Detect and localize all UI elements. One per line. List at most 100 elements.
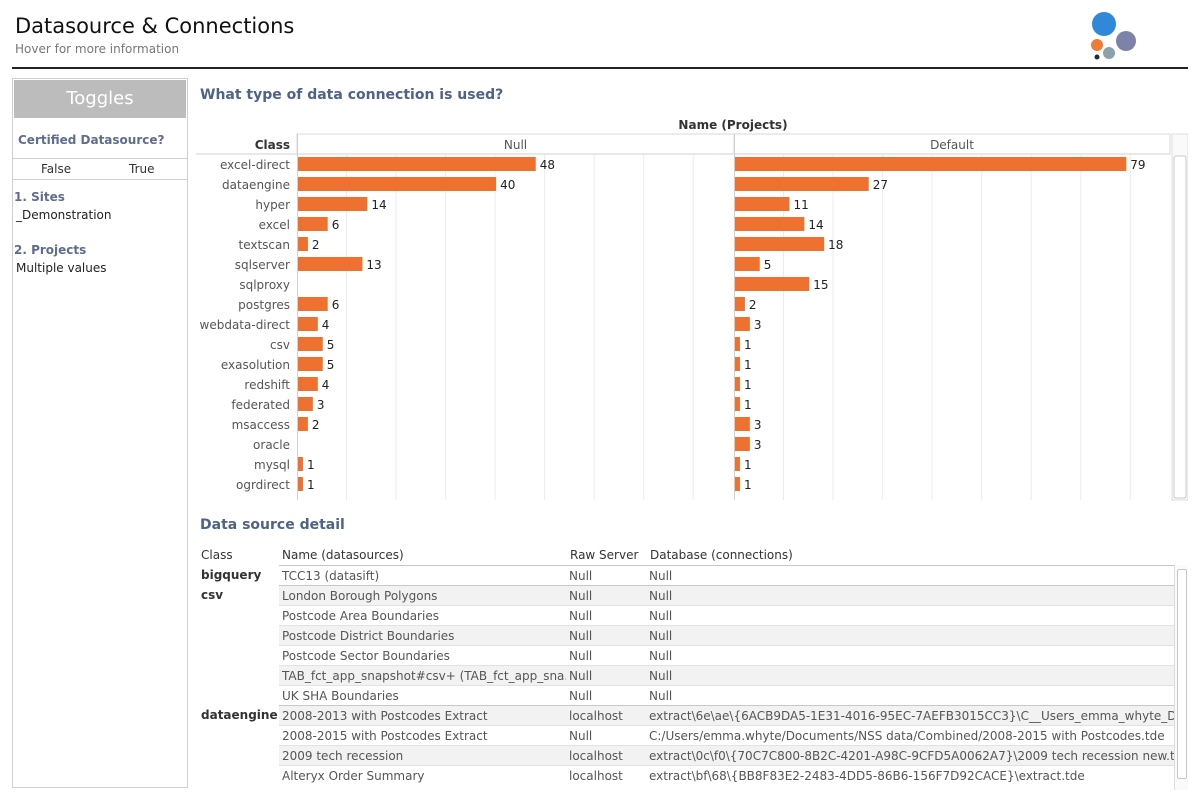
bar-default-csv[interactable]: [735, 337, 740, 351]
bar-default-federated[interactable]: [735, 397, 740, 411]
database-cell: Null: [646, 565, 1188, 585]
database-cell: Null: [646, 685, 1188, 705]
table-row[interactable]: dataengine 2008-2013 with Postcodes Extra…: [196, 705, 1188, 725]
col-header-name[interactable]: Name (datasources): [282, 548, 404, 562]
bar-default-hyper[interactable]: [735, 197, 790, 211]
bar-default-textscan[interactable]: [735, 237, 825, 251]
data-label: 1: [744, 458, 752, 472]
panel-header-label-null: Null: [504, 138, 527, 152]
table-scrollbar[interactable]: [1174, 565, 1188, 790]
table-row[interactable]: bigquery TCC13 (datasift) Null Null: [196, 565, 1188, 585]
category-label: exasolution: [221, 358, 290, 372]
bar-default-ogrdirect[interactable]: [735, 477, 740, 491]
data-label: 14: [371, 198, 386, 212]
table-row[interactable]: 2008-2015 with Postcodes Extract Null C:/U…: [196, 725, 1188, 745]
chart-scrollbar-thumb[interactable]: [1173, 155, 1187, 499]
certified-true-option[interactable]: True: [129, 162, 155, 176]
bar-null-mysql[interactable]: [298, 457, 303, 471]
filter-sidebar: Toggles Certified Datasource? False True…: [12, 78, 188, 788]
category-label: sqlproxy: [239, 278, 290, 292]
table-row[interactable]: TAB_fct_app_snapshot#csv+ (TAB_fct_app_s…: [196, 665, 1188, 685]
data-label: 2: [312, 238, 320, 252]
col-header-raw-server[interactable]: Raw Server: [570, 548, 639, 562]
database-cell: extract\0c\f0\{70C7C800-8B2C-4201-A98C-9…: [646, 745, 1188, 765]
table-scrollbar-thumb[interactable]: [1177, 569, 1187, 779]
bar-default-webdata-direct[interactable]: [735, 317, 750, 331]
bar-null-excel[interactable]: [298, 217, 328, 231]
bar-default-sqlserver[interactable]: [735, 257, 760, 271]
table-row[interactable]: Postcode District Boundaries Null Null: [196, 625, 1188, 645]
category-label: mysql: [254, 458, 290, 472]
data-label: 6: [332, 218, 340, 232]
datasource-name-cell: 2009 tech recession: [279, 745, 566, 765]
bar-default-excel-direct[interactable]: [735, 157, 1127, 171]
database-cell: Null: [646, 665, 1188, 685]
datasource-name-cell: London Borough Polygons: [279, 585, 566, 605]
table-row[interactable]: Postcode Area Boundaries Null Null: [196, 605, 1188, 625]
raw-server-cell: Null: [566, 625, 646, 645]
col-header-class[interactable]: Class: [201, 548, 233, 562]
data-label: 3: [754, 438, 762, 452]
data-label: 1: [307, 458, 315, 472]
bar-default-excel[interactable]: [735, 217, 805, 231]
data-label: 4: [322, 318, 330, 332]
bar-null-dataengine[interactable]: [298, 177, 497, 191]
panel-header-label-default: Default: [930, 138, 974, 152]
bar-default-dataengine[interactable]: [735, 177, 869, 191]
bar-null-sqlserver[interactable]: [298, 257, 363, 271]
dashboard-header: Datasource & Connections Hover for more …: [0, 0, 1200, 70]
table-row[interactable]: 2009 tech recession localhost extract\0c\f…: [196, 745, 1188, 765]
bar-default-msaccess[interactable]: [735, 417, 750, 431]
database-cell: C:/Users/emma.whyte/Documents/NSS data/C…: [646, 725, 1188, 745]
bar-null-webdata-direct[interactable]: [298, 317, 318, 331]
datasource-name-cell: 2008-2013 with Postcodes Extract: [279, 705, 566, 725]
row-header-title: Class: [255, 138, 290, 152]
table-section-title: Data source detail: [200, 517, 345, 533]
bar-null-federated[interactable]: [298, 397, 313, 411]
table-row[interactable]: Alteryx Order Summary localhost extract\bf…: [196, 765, 1188, 785]
category-label: textscan: [239, 238, 291, 252]
datasource-name-cell: Alteryx Order Summary: [279, 765, 566, 785]
database-cell: Null: [646, 625, 1188, 645]
bar-null-exasolution[interactable]: [298, 357, 323, 371]
datasource-name-cell: UK SHA Boundaries: [279, 685, 566, 705]
table-row[interactable]: UK SHA Boundaries Null Null: [196, 685, 1188, 705]
table-row[interactable]: csv London Borough Polygons Null Null: [196, 585, 1188, 605]
sites-filter-label: 1. Sites: [14, 190, 65, 204]
bar-default-exasolution[interactable]: [735, 357, 740, 371]
category-label: webdata-direct: [200, 318, 291, 332]
data-label: 48: [540, 158, 555, 172]
bar-null-hyper[interactable]: [298, 197, 368, 211]
projects-filter-value[interactable]: Multiple values: [16, 261, 107, 275]
category-label: postgres: [238, 298, 290, 312]
bar-null-textscan[interactable]: [298, 237, 308, 251]
projects-filter-label: 2. Projects: [14, 243, 87, 257]
datasource-name-cell: Postcode Sector Boundaries: [279, 645, 566, 665]
certified-false-option[interactable]: False: [41, 162, 72, 176]
toggles-button[interactable]: Toggles: [14, 80, 186, 118]
bar-null-redshift[interactable]: [298, 377, 318, 391]
column-header-title: Name (Projects): [678, 118, 787, 132]
col-header-database[interactable]: Database (connections): [650, 548, 793, 562]
header-divider: [12, 67, 1188, 69]
bar-default-oracle[interactable]: [735, 437, 750, 451]
bar-null-postgres[interactable]: [298, 297, 328, 311]
bar-default-mysql[interactable]: [735, 457, 740, 471]
bar-default-redshift[interactable]: [735, 377, 740, 391]
bar-null-excel-direct[interactable]: [298, 157, 536, 171]
bar-null-ogrdirect[interactable]: [298, 477, 303, 491]
sites-filter-value[interactable]: _Demonstration: [16, 208, 112, 222]
brand-logo-icon: [1091, 12, 1136, 60]
category-label: redshift: [244, 378, 290, 392]
table-row[interactable]: Postcode Sector Boundaries Null Null: [196, 645, 1188, 665]
data-label: 1: [307, 478, 315, 492]
bar-null-msaccess[interactable]: [298, 417, 308, 431]
bar-default-postgres[interactable]: [735, 297, 745, 311]
bar-null-csv[interactable]: [298, 337, 323, 351]
data-label: 2: [312, 418, 320, 432]
bar-default-sqlproxy[interactable]: [735, 277, 810, 291]
raw-server-cell: localhost: [566, 765, 646, 785]
raw-server-cell: Null: [566, 585, 646, 605]
data-label: 1: [744, 398, 752, 412]
database-cell: extract\bf\68\{BB8F83E2-2483-4DD5-86B6-1…: [646, 765, 1188, 785]
